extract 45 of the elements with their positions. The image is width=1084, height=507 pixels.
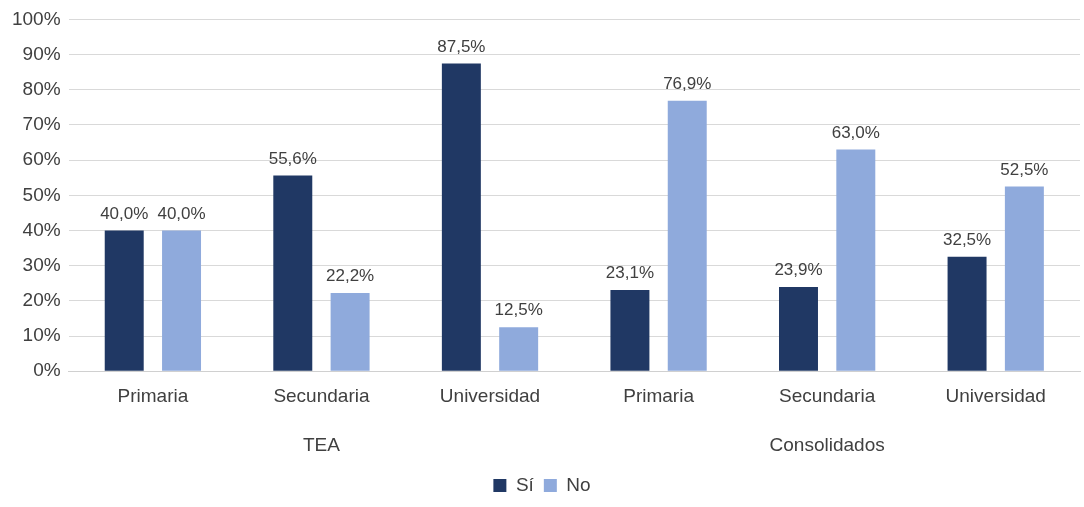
bar xyxy=(104,230,144,371)
data-label: 55,6% xyxy=(268,148,317,168)
data-label: 76,9% xyxy=(663,73,712,93)
bar xyxy=(1004,186,1044,371)
y-tick-label: 100% xyxy=(11,7,61,29)
bar xyxy=(499,327,539,371)
x-tick-label: Secundaria xyxy=(273,384,370,406)
bar xyxy=(273,175,313,371)
data-label: 40,0% xyxy=(100,203,149,223)
y-tick-label: 90% xyxy=(22,42,61,64)
y-tick-label: 20% xyxy=(22,289,61,311)
y-tick-label: 70% xyxy=(22,113,61,135)
data-label: 63,0% xyxy=(831,122,880,142)
text: Consolidados xyxy=(769,434,885,456)
y-tick-label: 30% xyxy=(22,253,61,275)
x-tick-label: Primaria xyxy=(623,384,695,406)
bar xyxy=(441,63,481,371)
y-tick-label: 50% xyxy=(22,183,61,205)
bar xyxy=(610,289,650,371)
bar xyxy=(667,100,707,371)
bar xyxy=(947,256,987,371)
data-label: 23,1% xyxy=(605,263,655,283)
data-label: 22,2% xyxy=(326,266,375,286)
data-label: 23,9% xyxy=(774,260,823,280)
bar xyxy=(330,293,370,371)
y-tick-label: 60% xyxy=(22,148,61,170)
x-tick-label: Universidad xyxy=(945,384,1046,406)
legend-label: No xyxy=(566,473,591,495)
data-label: 40,0% xyxy=(157,203,206,223)
y-tick-label: 80% xyxy=(22,77,61,99)
bar xyxy=(162,230,202,371)
bar xyxy=(779,287,818,371)
data-label: 32,5% xyxy=(942,230,992,250)
data-label: 87,5% xyxy=(437,36,486,56)
data-label: 12,5% xyxy=(494,300,543,320)
x-tick-label: Primaria xyxy=(117,384,189,406)
y-tick-label: 10% xyxy=(22,324,61,346)
legend-label: Sí xyxy=(515,473,535,495)
y-tick-label: 40% xyxy=(22,218,61,240)
x-tick-label: Universidad xyxy=(439,384,541,406)
bar xyxy=(836,149,876,371)
y-tick-label: 0% xyxy=(33,359,61,381)
data-label: 52,5% xyxy=(1000,159,1049,179)
x-tick-label: Secundaria xyxy=(779,384,876,406)
text: TEA xyxy=(302,434,341,456)
